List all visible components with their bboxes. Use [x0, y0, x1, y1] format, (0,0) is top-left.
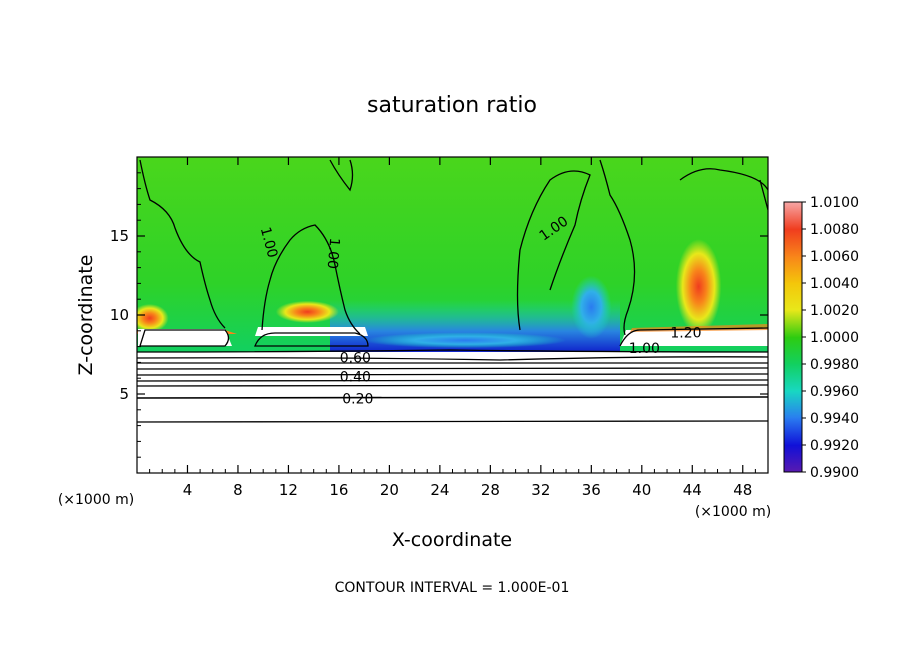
- contour-label: 1.00: [324, 237, 343, 269]
- x-tick-label: 40: [632, 481, 651, 499]
- colorbar-segment: [784, 310, 802, 338]
- colorbar-label: 1.0000: [810, 330, 859, 346]
- contour-label: 0.60: [340, 351, 371, 367]
- colorbar: 1.0100 1.0080 1.0060 1.0040 1.0020 1.0000 0.99…: [783, 195, 859, 481]
- colorbar-label: 1.0100: [810, 195, 859, 211]
- color-region-0: [571, 275, 612, 339]
- colorbar-label: 0.9920: [810, 438, 859, 454]
- x-tick-label: 28: [481, 481, 500, 499]
- colorbar-segment: [784, 202, 802, 230]
- colorbar-segment: [784, 445, 802, 473]
- contour-label: 1.20: [670, 325, 701, 341]
- chart-title: saturation ratio: [367, 93, 537, 118]
- y-tick-label: 10: [110, 306, 129, 324]
- x-tick-label: 44: [683, 481, 702, 499]
- x-tick-label: 36: [582, 481, 601, 499]
- contour-label: 1.00: [257, 225, 281, 259]
- x-tick-label: 20: [380, 481, 399, 499]
- colorbar-label: 1.0060: [810, 249, 859, 265]
- x-unit-label-right: (×1000 m): [695, 504, 771, 520]
- x-axis-label: X-coordinate: [392, 529, 512, 551]
- colorbar-label: 0.9940: [810, 411, 859, 427]
- x-tick-label: 32: [531, 481, 550, 499]
- colorbar-segment: [784, 418, 802, 446]
- color-region-2: [675, 239, 722, 334]
- contour-lines: [137, 159, 768, 423]
- colorbar-label: 1.0020: [810, 303, 859, 319]
- colorbar-label: 1.0080: [810, 222, 859, 238]
- color-region-1: [364, 332, 567, 349]
- x-tick-label: 16: [329, 481, 348, 499]
- colorbar-label: 0.9900: [810, 465, 859, 481]
- colorbar-segment: [784, 391, 802, 419]
- contour-interval-note: CONTOUR INTERVAL = 1.000E-01: [335, 580, 570, 596]
- x-tick-label: 8: [233, 481, 243, 499]
- colorbar-segment: [784, 364, 802, 392]
- y-tick-label: 5: [119, 385, 129, 403]
- contour-label: 0.40: [340, 370, 371, 386]
- x-unit-label-left: (×1000 m): [58, 492, 134, 508]
- color-region-3: [275, 300, 339, 323]
- color-region-4: [137, 303, 169, 333]
- x-tick-label: 4: [183, 481, 193, 499]
- contour-label: 0.20: [342, 392, 373, 408]
- colorbar-label: 0.9960: [810, 384, 859, 400]
- colorbar-segment: [784, 337, 802, 365]
- x-tick-label: 48: [733, 481, 752, 499]
- contour-label: 1.00: [629, 341, 660, 357]
- color-field: [137, 157, 768, 473]
- x-tick-label: 12: [279, 481, 298, 499]
- colorbar-segment: [784, 229, 802, 257]
- y-tick-label: 15: [110, 227, 129, 245]
- x-tick-label: 24: [430, 481, 449, 499]
- y-axis-label: Z-coordinate: [75, 255, 97, 376]
- colorbar-label: 1.0040: [810, 276, 859, 292]
- colorbar-segment: [784, 256, 802, 284]
- colorbar-label: 0.9980: [810, 357, 859, 373]
- colorbar-segment: [784, 283, 802, 311]
